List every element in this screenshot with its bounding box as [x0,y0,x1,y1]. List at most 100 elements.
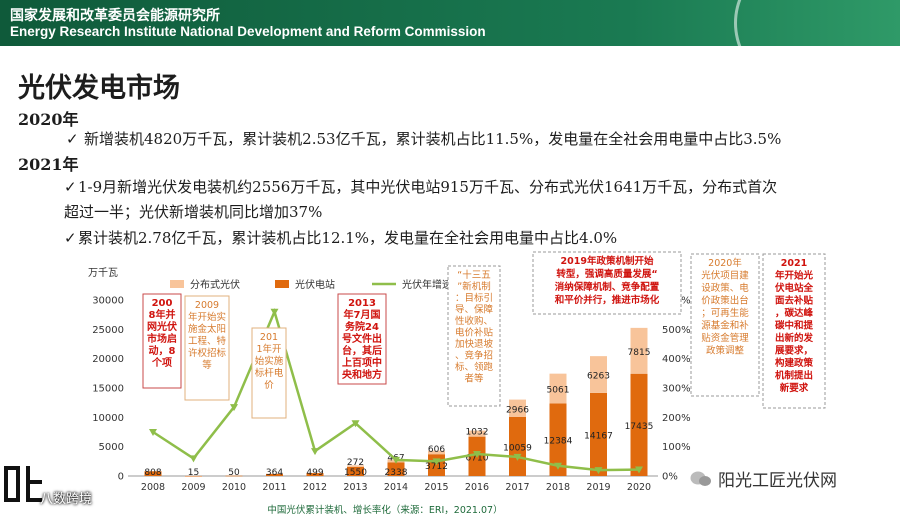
growth-point [189,455,198,463]
bullet-2021-1-cont: 超过一半；光伏新增装机同比增加37% [64,203,323,221]
annotation-line: 光伏项目建 [701,270,749,282]
annotation-line: 转型，强调高质量发展“ [556,268,657,280]
annotation-line: 性收购、 [455,315,493,327]
bar-utility [347,466,364,476]
annotation-text: 2013 年7月国务院24 号文件出台，其后上百项中央和地方 [342,298,382,381]
x-tick-label: 2017 [505,482,529,493]
annotation-text: 201 1年开始实施标杆电价 [255,332,284,391]
wechat-icon [690,471,711,486]
bar-label-utility: 3712 [425,462,448,472]
watermark-right: 阳光工匠光伏网 [690,466,837,491]
annotation-line: 年7月国 [344,308,381,321]
x-tick-label: 2010 [222,482,246,493]
x-tick-label: 2015 [424,482,448,493]
bar-utility [144,471,162,476]
bar-label-distributed: 5061 [547,386,570,396]
bullet-text: 累计装机2.78亿千瓦，累计装机占比12.1%，发电量在全社会用电量中占比4.0… [78,229,618,247]
annotation-box [337,293,387,385]
annotation-line: 构建政策 [775,357,814,369]
bar-label-utility: 6710 [466,453,489,463]
growth-point [270,308,279,316]
year-heading-2020: 2020年 [18,110,79,129]
annotation-line: 1年开 [256,343,282,355]
annotation-line: 价政策出台 [701,295,749,307]
annotation-line: 政策调整 [706,345,745,357]
annotation-line: 务院24 [345,320,379,333]
bar-label-utility: 12384 [544,437,573,447]
header-title-cn: 国家发展和改革委员会能源研究所 [10,7,220,23]
check-icon: ✓ [64,178,77,196]
annotation-line: 市场启 [147,332,177,345]
bar-label-utility: 15 [188,468,199,478]
annotation-text: 2019年政策机制开始转型，强调高质量发展“消纳保障机制、竞争配置和平价并行，推… [554,255,660,306]
y-tick-label: 30000 [92,296,124,307]
bar-distributed [428,450,445,455]
chart-caption: 中国光伏累计装机、增长率化（来源：ERI，2021.07） [267,504,502,516]
annotation-line: ，碳达峰 [775,307,814,319]
annotation-box [142,293,182,389]
annotation-line: 上百项中 [342,356,382,369]
annotation-line: 2019年政策机制开始 [561,255,654,267]
annotation-line: 2013 [348,298,376,309]
annotation-line: 2020年 [708,257,742,269]
legend-label-utility: 光伏电站 [295,278,335,291]
bar-label-utility: 10059 [503,443,532,453]
annotation-line: 导、保障 [455,304,494,316]
x-tick-label: 2008 [141,482,165,493]
growth-point [513,453,522,461]
annotation-line: 加快退坡 [455,338,494,350]
bar-label-utility: 2338 [385,468,408,478]
annotation-line: 消纳保障机制、竞争配置 [555,281,660,293]
annotation-line: 标、领跑 [455,361,494,373]
bar-label-distributed: 6263 [587,372,610,382]
annotation-box [447,265,501,407]
annotation-line: 2021 [781,258,807,269]
annotation-line: 始实施 [255,355,284,367]
y-tick-label: 15000 [92,384,124,395]
y-tick-label: 0 [118,472,124,483]
annotation-line: 源基金和补 [701,320,749,332]
year-heading-2021: 2021年 [18,155,79,174]
legend-label-distributed: 分布式光伏 [190,278,240,291]
y-tick-label: 10000 [92,413,124,424]
bar-utility [387,462,405,476]
check-icon: ✓ [66,130,79,148]
y-tick-label: 20000 [92,354,124,365]
annotation-line: 网光伏 [147,320,177,333]
growth-point [473,451,481,458]
bar-label-utility: 14167 [584,431,613,441]
x-tick-label: 2014 [384,482,408,493]
annotation-box [532,251,682,315]
annotation-line: 年开始光 [775,270,814,282]
bar-label-utility: 364 [266,468,283,478]
annotation-line: 价 [264,380,274,391]
x-tick-label: 2009 [181,482,205,493]
logo-icon [0,462,46,508]
bar-label-distributed: 272 [347,458,364,468]
x-tick-label: 2012 [303,482,327,493]
annotation-box [184,295,230,401]
annotation-line: 201 [260,332,278,343]
bar-distributed [347,465,364,467]
annotation-line: 央和地方 [342,368,382,381]
annotation-box [251,327,287,419]
bar-utility [266,473,283,476]
annotation-text: 2020年光伏项目建设政策、电价政策出台；可再生能源基金和补贴资金管理政策调整 [701,257,749,357]
page-title: 光伏发电市场 [18,73,180,104]
header-banner: 国家发展和改革委员会能源研究所 Energy Research Institut… [0,0,900,106]
annotation-line: 年开始实 [188,311,226,323]
annotation-line: 、竞争招 [455,350,493,362]
y-tick-label: 5000 [99,442,124,453]
annotation-line: 许权招标 [188,347,227,359]
bar-label-utility: 499 [306,468,323,478]
x-tick-label: 2019 [586,482,610,493]
annotation-line: 伏电站全 [775,282,814,294]
x-tick-label: 2011 [262,482,286,493]
annotation-line: 电价补贴 [455,327,494,339]
x-tick-label: 2016 [465,482,489,493]
bar-utility [630,373,648,476]
bar-utility [509,416,526,476]
growth-point [594,467,603,475]
legend-swatch-utility [275,280,289,288]
